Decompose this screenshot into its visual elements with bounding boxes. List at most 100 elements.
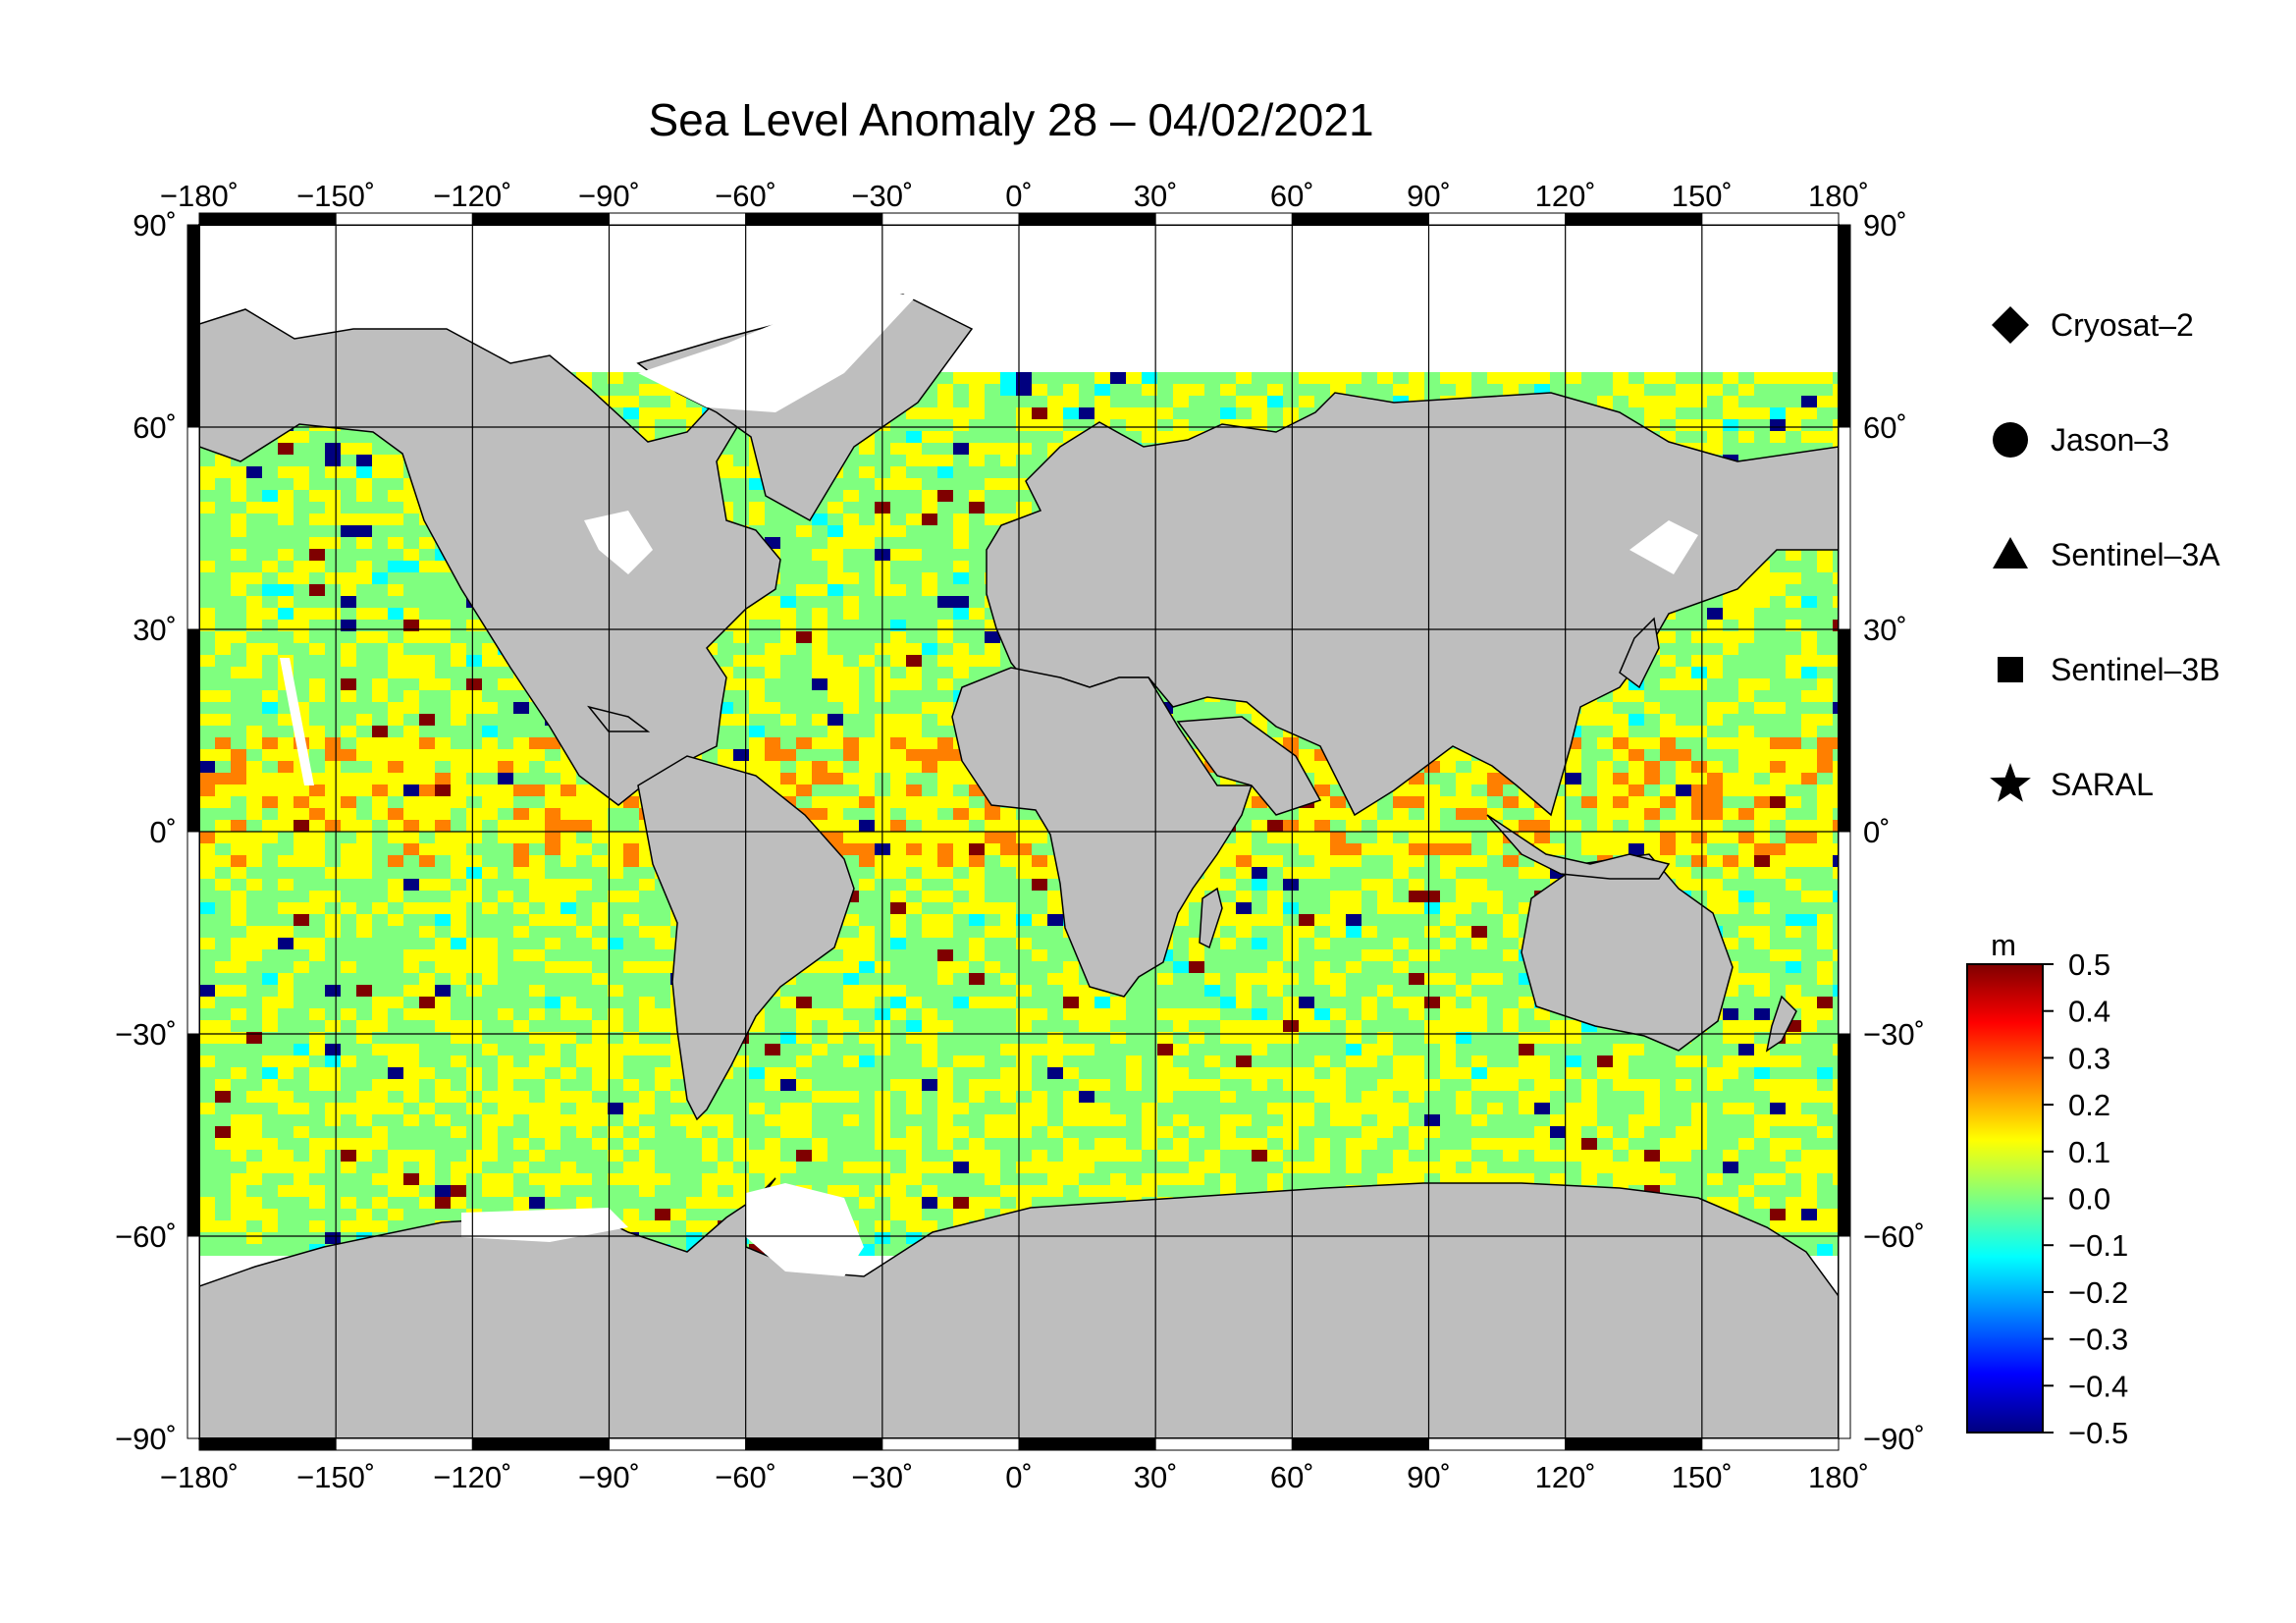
sla-cell bbox=[1236, 879, 1252, 891]
sla-cell bbox=[1314, 784, 1330, 796]
sla-cell bbox=[372, 678, 388, 690]
sla-cell bbox=[937, 879, 953, 891]
sla-cell bbox=[639, 867, 655, 879]
sla-cell bbox=[1314, 372, 1330, 384]
sla-cell bbox=[733, 431, 749, 443]
sla-cell bbox=[576, 914, 592, 926]
sla-cell bbox=[1126, 419, 1142, 431]
sla-cell bbox=[1754, 655, 1770, 667]
sla-cell bbox=[969, 537, 985, 549]
sla-cell bbox=[1723, 737, 1738, 749]
sla-cell bbox=[419, 608, 435, 620]
sla-cell bbox=[529, 855, 545, 867]
sla-cell bbox=[859, 455, 875, 466]
sla-cell bbox=[718, 643, 733, 655]
sla-cell bbox=[623, 914, 639, 926]
sla-cell bbox=[1597, 396, 1613, 407]
sla-cell bbox=[1440, 773, 1456, 784]
sla-cell bbox=[1660, 714, 1676, 726]
sla-cell bbox=[1770, 631, 1786, 643]
sla-cell bbox=[1299, 396, 1314, 407]
sla-cell bbox=[1817, 796, 1833, 808]
sla-cell bbox=[1000, 396, 1016, 407]
sla-cell bbox=[1817, 808, 1833, 820]
sla-cell bbox=[356, 478, 372, 490]
sla-cell bbox=[278, 443, 294, 455]
sla-cell bbox=[953, 784, 969, 796]
sla-cell bbox=[341, 514, 356, 525]
sla-cell bbox=[294, 926, 309, 938]
sla-cell bbox=[1786, 867, 1801, 879]
sla-cell bbox=[765, 773, 780, 784]
sla-cell bbox=[1424, 796, 1440, 808]
sla-cell bbox=[325, 478, 341, 490]
sla-cell bbox=[1063, 419, 1079, 431]
sla-cell bbox=[529, 796, 545, 808]
sla-cell bbox=[812, 596, 828, 608]
sla-cell bbox=[1330, 855, 1346, 867]
sla-cell bbox=[1754, 678, 1770, 690]
sla-cell bbox=[309, 490, 325, 502]
sla-cell bbox=[1519, 796, 1534, 808]
sla-cell bbox=[859, 714, 875, 726]
sla-cell bbox=[231, 537, 246, 549]
sla-cell bbox=[1047, 914, 1063, 926]
sla-cell bbox=[419, 796, 435, 808]
sla-cell bbox=[309, 572, 325, 584]
sla-cell bbox=[1456, 832, 1471, 843]
sla-cell bbox=[372, 879, 388, 891]
sla-cell bbox=[561, 784, 576, 796]
sla-cell bbox=[1833, 737, 1839, 749]
sla-cell bbox=[388, 466, 403, 478]
sla-cell bbox=[1660, 832, 1676, 843]
sla-cell bbox=[1660, 808, 1676, 820]
sla-cell bbox=[309, 702, 325, 714]
sla-cell bbox=[545, 773, 561, 784]
sla-cell bbox=[780, 749, 796, 761]
sla-cell bbox=[812, 808, 828, 820]
sla-cell bbox=[953, 808, 969, 820]
sla-cell bbox=[435, 667, 451, 678]
sla-cell bbox=[466, 631, 482, 643]
sla-cell bbox=[1377, 891, 1393, 902]
sla-cell bbox=[843, 702, 859, 714]
sla-cell bbox=[372, 820, 388, 832]
sla-cell bbox=[1142, 431, 1157, 443]
sla-cell bbox=[906, 796, 922, 808]
sla-cell bbox=[843, 490, 859, 502]
sla-cell bbox=[451, 596, 466, 608]
sla-cell bbox=[451, 761, 466, 773]
sla-cell bbox=[1723, 620, 1738, 631]
sla-cell bbox=[1629, 396, 1644, 407]
sla-cell bbox=[341, 490, 356, 502]
sla-cell bbox=[969, 596, 985, 608]
sla-cell bbox=[1801, 372, 1817, 384]
sla-cell bbox=[1204, 372, 1220, 384]
sla-cell bbox=[1173, 372, 1189, 384]
sla-cell bbox=[1095, 372, 1110, 384]
sla-cell bbox=[1519, 867, 1534, 879]
sla-cell bbox=[1047, 926, 1063, 938]
sla-cell bbox=[231, 902, 246, 914]
sla-cell bbox=[1362, 855, 1377, 867]
sla-cell bbox=[890, 596, 906, 608]
sla-cell bbox=[1723, 396, 1738, 407]
sla-cell bbox=[1409, 808, 1424, 820]
sla-cell bbox=[309, 784, 325, 796]
sla-cell bbox=[482, 761, 498, 773]
sla-cell bbox=[262, 620, 278, 631]
sla-cell bbox=[749, 714, 765, 726]
sla-cell bbox=[278, 502, 294, 514]
sla-cell bbox=[1283, 407, 1299, 419]
sla-cell bbox=[623, 855, 639, 867]
sla-cell bbox=[686, 407, 702, 419]
sla-cell bbox=[262, 926, 278, 938]
sla-cell bbox=[985, 466, 1000, 478]
sla-cell bbox=[1754, 879, 1770, 891]
sla-cell bbox=[262, 820, 278, 832]
sla-cell bbox=[199, 478, 215, 490]
sla-cell bbox=[1833, 726, 1839, 737]
sla-cell bbox=[953, 443, 969, 455]
sla-cell bbox=[1801, 655, 1817, 667]
sla-cell bbox=[1707, 867, 1723, 879]
